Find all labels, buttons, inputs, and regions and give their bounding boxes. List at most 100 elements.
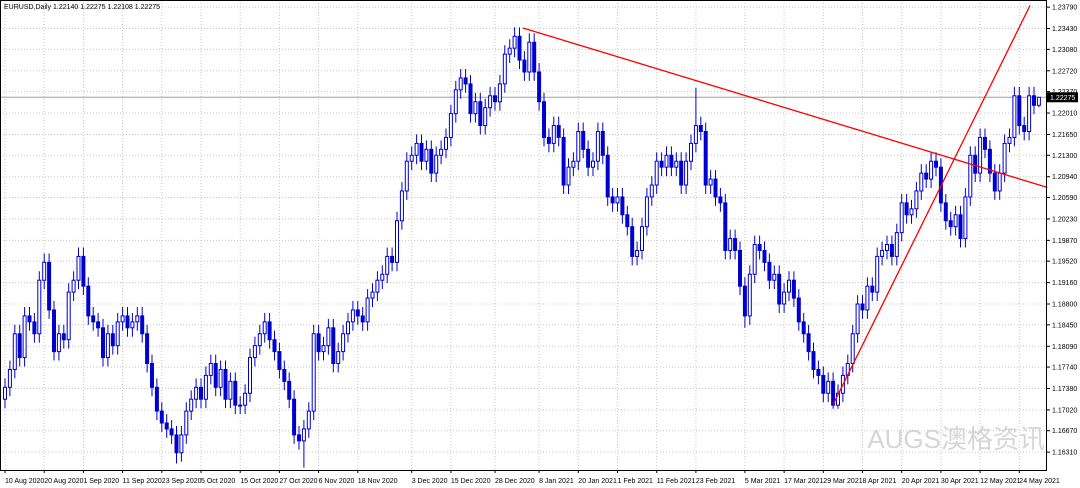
- candle-body: [414, 142, 419, 156]
- candle-body: [811, 351, 816, 370]
- candle-body: [238, 404, 243, 407]
- candle-body: [870, 285, 875, 293]
- candle-body: [409, 154, 414, 162]
- candle-body: [370, 291, 375, 299]
- candle-body: [772, 273, 777, 281]
- x-tick-label: 24 May 2021: [1019, 478, 1060, 485]
- candle-body: [439, 148, 444, 156]
- candle-body: [958, 214, 963, 240]
- candle-body: [47, 261, 52, 311]
- candle-body: [669, 154, 674, 168]
- candle-body: [640, 226, 644, 251]
- candle-body: [375, 279, 380, 293]
- candle-body: [875, 255, 880, 293]
- candle-body: [684, 160, 689, 186]
- candle-body: [478, 101, 483, 127]
- candle-body: [252, 345, 257, 359]
- candle-body: [610, 196, 615, 204]
- x-tick-label: 8 Jan 2021: [539, 478, 574, 485]
- candle-body: [502, 53, 507, 85]
- y-tick-label: 1.19520: [1052, 259, 1077, 266]
- y-tick-label: 1.19870: [1052, 238, 1077, 245]
- candle-body: [899, 202, 904, 234]
- candle-body: [512, 35, 517, 49]
- candle-body: [194, 386, 199, 400]
- candle-body: [213, 363, 218, 388]
- candle-body: [331, 327, 336, 365]
- candle-body: [321, 345, 326, 353]
- y-tick-label: 1.20940: [1052, 174, 1077, 181]
- candle-body: [71, 279, 76, 293]
- candle-body: [184, 410, 189, 436]
- y-tick-label: 1.21300: [1052, 153, 1077, 160]
- candle-body: [517, 35, 522, 61]
- candle-body: [934, 160, 938, 168]
- candle-body: [983, 136, 987, 150]
- candle-body: [243, 392, 248, 406]
- candle-body: [159, 410, 164, 424]
- candle-body: [1002, 142, 1007, 174]
- x-tick-label: 3 Dec 2020: [412, 478, 448, 485]
- candle-body: [698, 125, 703, 132]
- x-tick-label: 11 Sep 2020: [123, 478, 162, 485]
- y-tick-label: 1.20230: [1052, 216, 1077, 223]
- y-tick-label: 1.22720: [1052, 68, 1077, 75]
- candle-body: [997, 172, 1002, 192]
- x-tick-label: 20 Apr 2021: [902, 478, 940, 485]
- candle-body: [801, 321, 806, 335]
- plot-frame: [0, 0, 1047, 471]
- candle-body: [130, 321, 135, 329]
- candle-body: [630, 226, 635, 257]
- x-tick-label: 15 Oct 2020: [240, 478, 278, 485]
- candle-body: [81, 255, 86, 287]
- candle-body: [228, 380, 233, 400]
- candle-body: [282, 368, 287, 382]
- candle-body: [385, 255, 390, 275]
- candle-body: [174, 434, 179, 454]
- x-tick-label: 6 Nov 2020: [319, 478, 355, 485]
- x-tick-label: 29 Mar 2021: [823, 478, 862, 485]
- candle-body: [365, 297, 370, 323]
- y-tick-label: 1.20590: [1052, 195, 1077, 202]
- candle-body: [434, 154, 439, 174]
- candle-body: [571, 160, 576, 168]
- candle-body: [581, 130, 586, 150]
- candle-body: [154, 386, 159, 412]
- candle-body: [723, 202, 728, 251]
- candle-body: [360, 315, 365, 323]
- candle-body: [674, 160, 679, 168]
- candle-body: [233, 380, 238, 406]
- candle-body: [164, 422, 169, 430]
- candle-body: [777, 273, 782, 305]
- candle-body: [301, 428, 306, 442]
- candle-body: [120, 315, 125, 323]
- y-tick-label: 1.18090: [1052, 344, 1077, 351]
- y-tick-label: 1.23430: [1052, 26, 1077, 33]
- candle-body: [380, 273, 385, 281]
- candle-body: [56, 333, 61, 353]
- candle-body: [218, 368, 223, 388]
- candle-body: [267, 321, 272, 341]
- candle-body: [101, 327, 105, 359]
- x-tick-label: 5 Mar 2021: [745, 478, 781, 485]
- candle-body: [336, 351, 341, 365]
- candle-body: [914, 190, 919, 210]
- candle-body: [199, 386, 203, 400]
- candle-body: [419, 142, 424, 162]
- candle-body: [929, 160, 934, 180]
- candle-body: [733, 238, 738, 251]
- candle-body: [1036, 96, 1041, 106]
- candle-body: [189, 398, 194, 412]
- candle-body: [223, 368, 228, 400]
- candle-body: [257, 333, 262, 347]
- x-tick-label: 30 Apr 2021: [941, 478, 979, 485]
- candle-body: [424, 148, 429, 162]
- candle-body: [203, 374, 208, 400]
- candle-body: [909, 208, 914, 216]
- candle-body: [1027, 95, 1032, 132]
- candle-body: [473, 101, 478, 115]
- candle-body: [542, 101, 546, 138]
- candle-body: [91, 315, 96, 323]
- x-tick-label: 23 Sep 2020: [162, 478, 202, 485]
- candle-body: [894, 232, 899, 257]
